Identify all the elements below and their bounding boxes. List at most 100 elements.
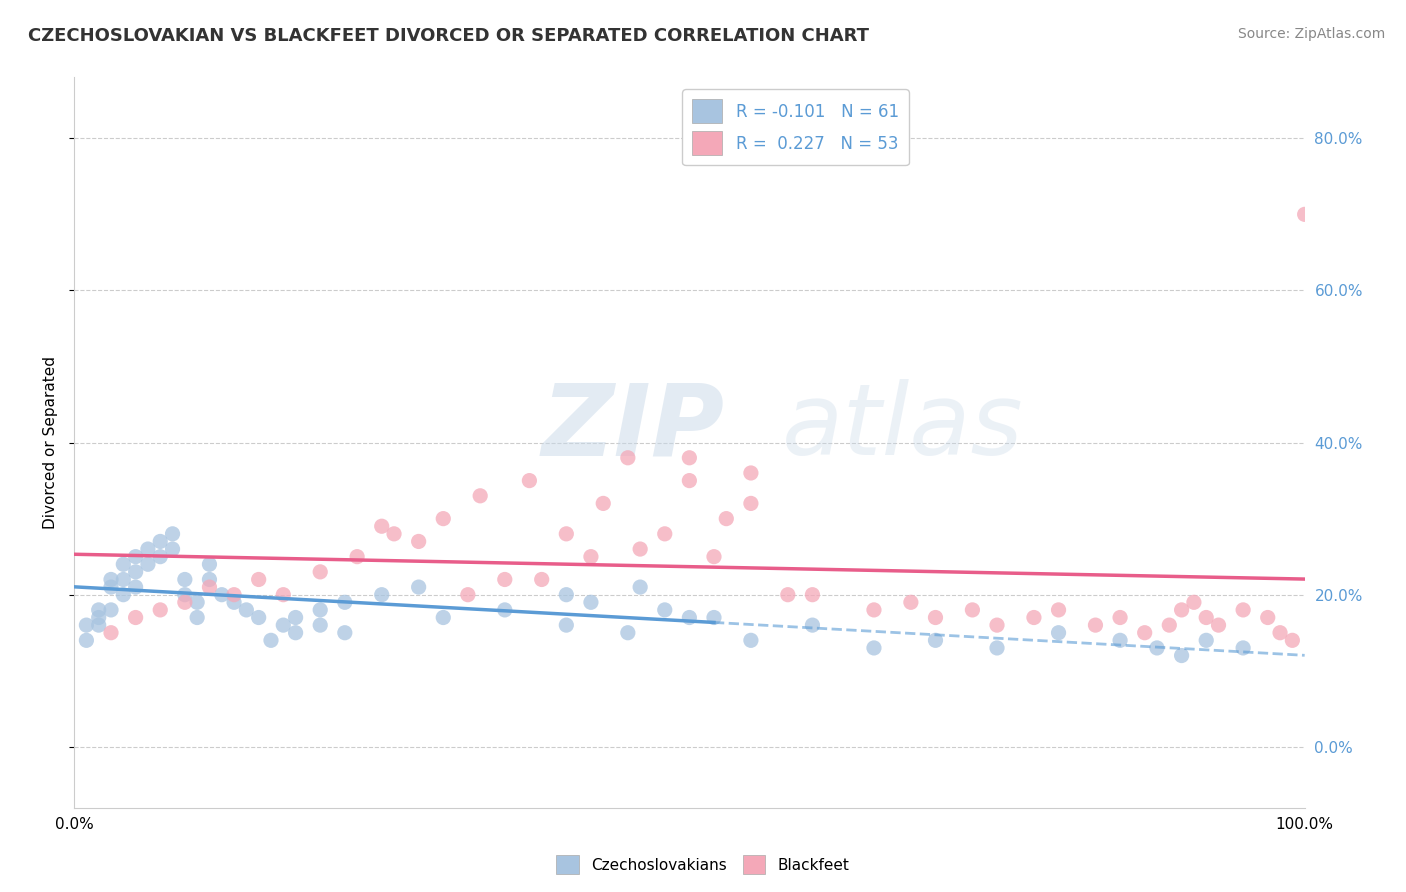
Point — [924, 610, 946, 624]
Point — [1195, 610, 1218, 624]
Point — [173, 595, 195, 609]
Point — [284, 625, 307, 640]
Point — [924, 633, 946, 648]
Point — [87, 603, 110, 617]
Point — [75, 618, 97, 632]
Point — [986, 640, 1008, 655]
Point — [555, 588, 578, 602]
Point — [703, 549, 725, 564]
Point — [408, 534, 430, 549]
Point — [186, 595, 208, 609]
Point — [555, 618, 578, 632]
Point — [617, 625, 640, 640]
Point — [678, 610, 700, 624]
Point — [271, 618, 294, 632]
Point — [124, 549, 146, 564]
Point — [470, 489, 492, 503]
Point — [519, 474, 541, 488]
Point — [124, 580, 146, 594]
Point — [1268, 625, 1291, 640]
Point — [222, 588, 245, 602]
Point — [1109, 633, 1132, 648]
Point — [1195, 633, 1218, 648]
Point — [962, 603, 984, 617]
Point — [432, 511, 454, 525]
Point — [432, 610, 454, 624]
Point — [801, 618, 824, 632]
Point — [986, 618, 1008, 632]
Point — [211, 588, 233, 602]
Point — [333, 625, 356, 640]
Point — [247, 573, 270, 587]
Point — [124, 565, 146, 579]
Point — [136, 558, 159, 572]
Point — [1146, 640, 1168, 655]
Point — [247, 610, 270, 624]
Point — [1170, 648, 1192, 663]
Point — [579, 549, 602, 564]
Point — [678, 474, 700, 488]
Point — [100, 580, 122, 594]
Point — [346, 549, 368, 564]
Point — [801, 588, 824, 602]
Text: CZECHOSLOVAKIAN VS BLACKFEET DIVORCED OR SEPARATED CORRELATION CHART: CZECHOSLOVAKIAN VS BLACKFEET DIVORCED OR… — [28, 27, 869, 45]
Point — [112, 588, 135, 602]
Point — [136, 542, 159, 557]
Point — [75, 633, 97, 648]
Point — [100, 625, 122, 640]
Point — [162, 542, 184, 557]
Point — [863, 603, 886, 617]
Point — [1182, 595, 1205, 609]
Point — [1208, 618, 1230, 632]
Point — [617, 450, 640, 465]
Point — [628, 542, 651, 557]
Point — [309, 603, 332, 617]
Point — [530, 573, 553, 587]
Point — [494, 573, 516, 587]
Text: atlas: atlas — [782, 379, 1024, 476]
Text: Source: ZipAtlas.com: Source: ZipAtlas.com — [1237, 27, 1385, 41]
Point — [740, 633, 762, 648]
Point — [284, 610, 307, 624]
Point — [1109, 610, 1132, 624]
Point — [1232, 603, 1254, 617]
Point — [87, 610, 110, 624]
Point — [678, 450, 700, 465]
Point — [740, 496, 762, 510]
Point — [198, 580, 221, 594]
Point — [1022, 610, 1045, 624]
Point — [235, 603, 257, 617]
Point — [1133, 625, 1156, 640]
Point — [371, 588, 394, 602]
Point — [579, 595, 602, 609]
Point — [900, 595, 922, 609]
Point — [198, 558, 221, 572]
Point — [198, 573, 221, 587]
Point — [112, 573, 135, 587]
Point — [1159, 618, 1181, 632]
Text: ZIP: ZIP — [541, 379, 724, 476]
Point — [1170, 603, 1192, 617]
Legend: R = -0.101   N = 61, R =  0.227   N = 53: R = -0.101 N = 61, R = 0.227 N = 53 — [682, 89, 908, 165]
Point — [309, 565, 332, 579]
Point — [112, 558, 135, 572]
Point — [1294, 207, 1316, 221]
Point — [222, 595, 245, 609]
Point — [271, 588, 294, 602]
Point — [186, 610, 208, 624]
Point — [260, 633, 283, 648]
Point — [124, 610, 146, 624]
Point — [457, 588, 479, 602]
Point — [1281, 633, 1303, 648]
Point — [555, 526, 578, 541]
Point — [628, 580, 651, 594]
Point — [162, 526, 184, 541]
Point — [309, 618, 332, 632]
Point — [494, 603, 516, 617]
Point — [173, 573, 195, 587]
Point — [740, 466, 762, 480]
Legend: Czechoslovakians, Blackfeet: Czechoslovakians, Blackfeet — [550, 849, 856, 880]
Point — [654, 603, 676, 617]
Point — [592, 496, 614, 510]
Point — [408, 580, 430, 594]
